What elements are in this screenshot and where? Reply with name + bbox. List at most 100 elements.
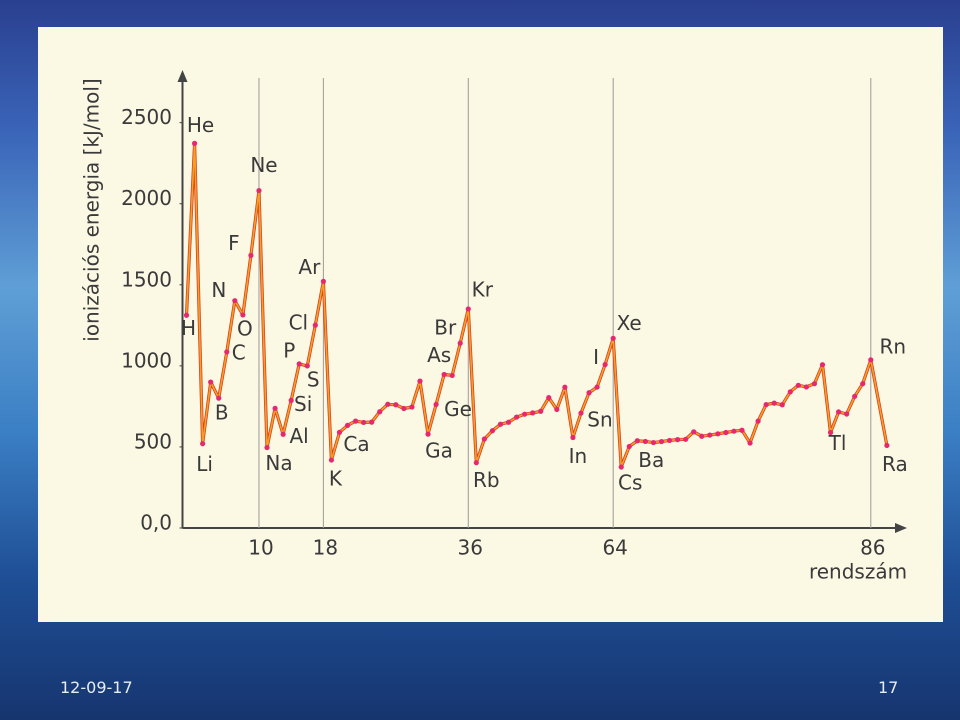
data-point [264,444,270,451]
element-label: Xe [617,311,642,335]
x-axis-arrow [895,523,907,533]
data-point [183,312,190,318]
element-label: Rn [880,334,907,358]
y-tick-label: 1000 [121,348,172,372]
data-point [361,419,367,426]
footer-page: 17 [878,678,899,697]
data-point [328,457,335,463]
data-point [578,410,584,416]
data-point [835,409,842,415]
element-label: Al [290,424,309,448]
element-label: Cl [289,311,309,335]
data-point [674,437,681,443]
data-point [522,411,528,417]
data-point [513,414,520,420]
data-point [554,406,560,413]
element-label: Ra [882,452,908,476]
element-label: Si [294,392,312,416]
data-point [666,437,673,444]
data-point [771,400,777,406]
chart-panel [38,27,943,622]
data-point [562,384,568,390]
data-point [320,278,326,284]
data-point [344,422,351,428]
element-label: B [215,401,229,425]
data-point [216,395,222,401]
data-point [658,438,665,445]
element-label: Kr [472,277,494,301]
element-label: Br [434,316,457,340]
data-point [618,464,624,470]
data-point [312,322,318,328]
data-point [280,431,286,437]
data-point [763,402,769,408]
data-point [803,384,809,390]
data-point [256,187,262,194]
element-label: He [187,113,214,137]
data-point [747,440,753,446]
element-label: Li [196,452,213,476]
data-point [546,395,552,401]
data-point [852,393,858,399]
data-point [369,419,375,425]
data-point [401,405,407,412]
data-point [538,408,544,414]
data-point [441,371,447,378]
data-point [755,418,761,424]
data-point [602,361,608,368]
data-line [184,141,889,469]
element-label: N [211,278,226,302]
data-point [844,411,850,417]
element-label: H [181,316,196,340]
data-point [731,428,737,434]
x-tick-label: 86 [860,536,885,560]
element-label: F [228,231,240,255]
data-point [884,442,890,449]
data-point [240,312,246,318]
data-point [489,428,496,434]
data-point [868,357,874,363]
element-label: Cs [618,471,642,495]
x-tick-label: 18 [313,536,338,560]
y-tick-label: 2000 [121,186,172,210]
element-label: O [237,316,253,340]
data-point [352,418,359,424]
element-label: Tl [828,431,847,455]
data-point [650,439,657,446]
data-point [530,410,536,416]
element-label: I [593,345,599,369]
data-point [827,429,834,436]
data-point [377,409,383,415]
x-axis-label: rendszám [809,560,907,584]
data-point [570,434,576,441]
data-point [723,429,729,436]
data-point [642,438,648,445]
data-point [610,335,616,341]
data-point [626,443,632,450]
data-point [811,381,818,387]
element-label: As [427,343,451,367]
data-point [691,429,697,435]
data-point [433,401,439,408]
element-label: Ne [250,153,277,177]
data-point [795,382,801,388]
element-label: Rb [473,468,500,492]
data-point [715,431,721,437]
data-point [409,404,415,410]
data-point [224,349,230,355]
x-tick-label: 64 [602,536,627,560]
element-label: Sn [587,408,612,432]
data-point [272,405,278,411]
data-point [449,372,455,379]
data-point [497,421,504,427]
data-point [393,402,399,408]
y-tick-label: 0,0 [140,511,172,535]
data-point [304,363,310,369]
y-axis-label: ionizációs energia [kJ/mol] [80,78,104,341]
data-point [594,384,600,390]
data-point [465,306,471,312]
y-tick-label: 2500 [121,105,172,129]
data-point [248,252,254,259]
